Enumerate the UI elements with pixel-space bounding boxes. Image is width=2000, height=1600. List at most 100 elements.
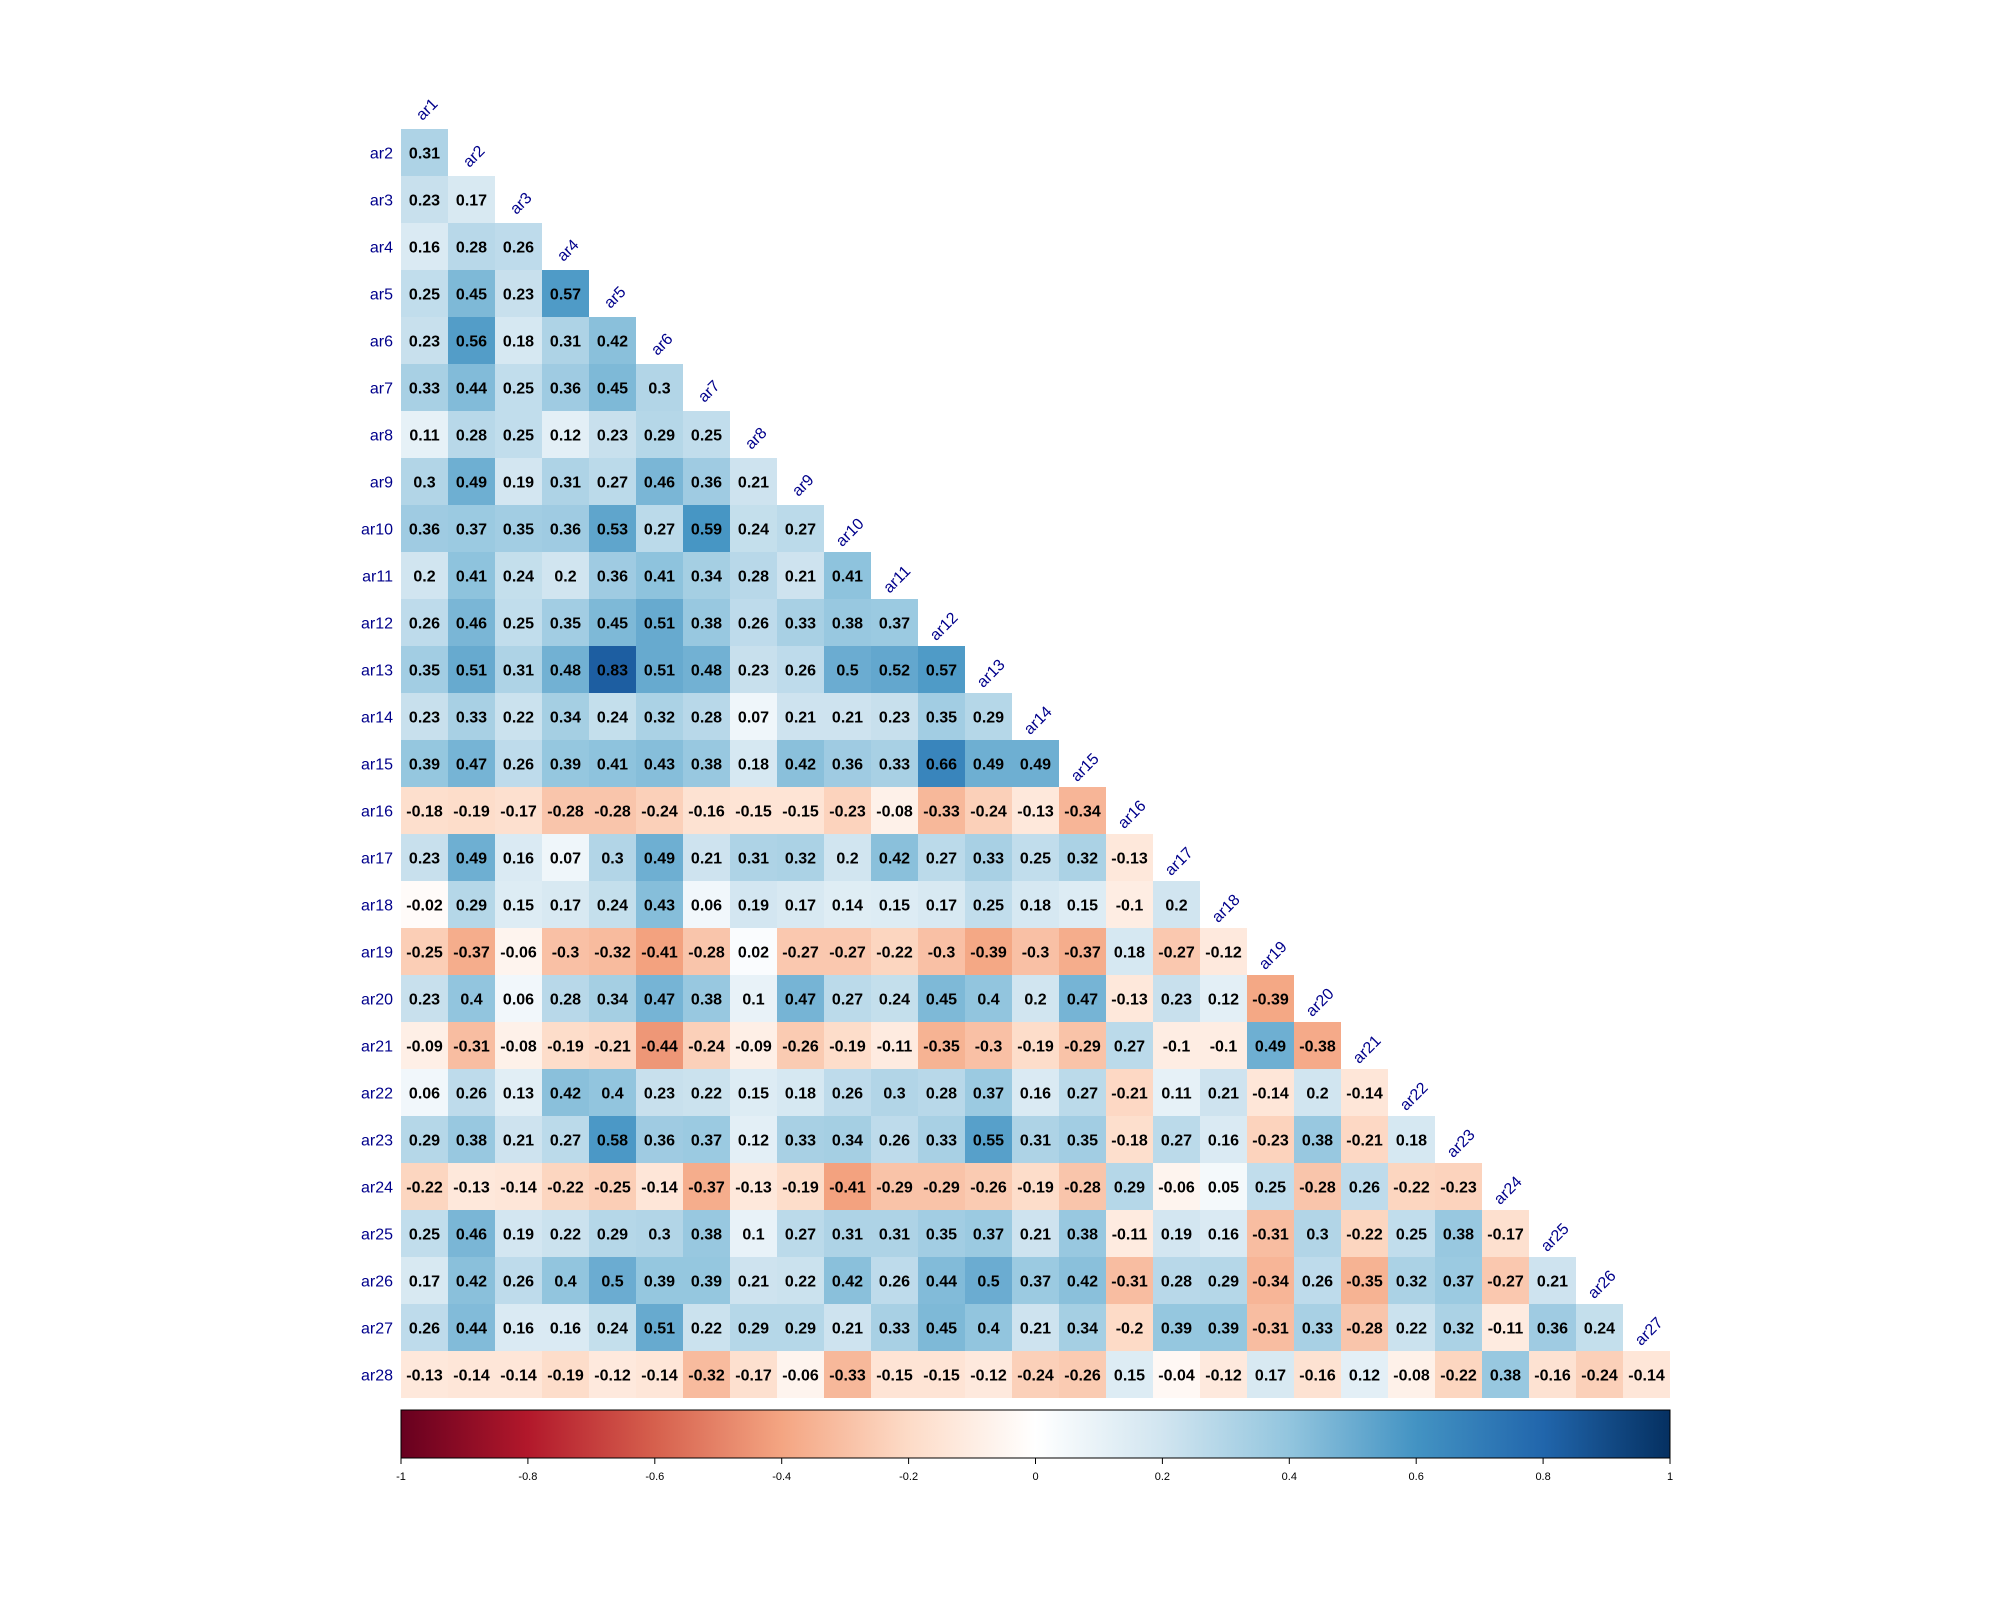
heatmap-cell bbox=[589, 1210, 636, 1257]
heatmap-cell bbox=[777, 975, 824, 1022]
cell-value-label: 0.25 bbox=[503, 381, 534, 398]
colorbar-ticks: -1 -0.8 -0.6 -0.4 -0.2 0 0.2 0.4 0.6 0.8 1 bbox=[396, 1458, 1673, 1483]
heatmap-cell bbox=[965, 1116, 1012, 1163]
heatmap-cell bbox=[683, 693, 730, 740]
colorbar-tick-label: 0.6 bbox=[1409, 1471, 1424, 1483]
heatmap-cell bbox=[1012, 787, 1059, 834]
heatmap-cell bbox=[965, 1304, 1012, 1351]
heatmap-cell bbox=[1059, 787, 1106, 834]
heatmap-cell bbox=[918, 787, 965, 834]
heatmap-cell bbox=[1106, 834, 1153, 881]
row-label: ar6 bbox=[370, 334, 393, 351]
heatmap-cell bbox=[1106, 1163, 1153, 1210]
cell-value-label: 0.51 bbox=[644, 616, 675, 633]
heatmap-cell bbox=[1153, 1116, 1200, 1163]
cell-value-label: 0.23 bbox=[409, 851, 440, 868]
cell-value-label: 0.26 bbox=[879, 1274, 910, 1291]
heatmap-cell bbox=[777, 1351, 824, 1398]
cell-value-label: -0.25 bbox=[594, 1180, 631, 1197]
cell-value-label: 0.23 bbox=[879, 710, 910, 727]
cell-value-label: 0.37 bbox=[879, 616, 910, 633]
cell-value-label: -0.14 bbox=[500, 1368, 537, 1385]
heatmap-cell bbox=[1059, 881, 1106, 928]
heatmap-cell bbox=[918, 1257, 965, 1304]
cell-value-label: -0.37 bbox=[688, 1180, 725, 1197]
heatmap-cell bbox=[1247, 1116, 1294, 1163]
cell-value-label: 0.27 bbox=[1067, 1086, 1098, 1103]
heatmap-cell bbox=[1059, 1022, 1106, 1069]
heatmap-cell bbox=[824, 1257, 871, 1304]
cell-value-label: -0.24 bbox=[1017, 1368, 1054, 1385]
cell-value-label: 0.49 bbox=[973, 757, 1004, 774]
cell-value-label: 0.17 bbox=[785, 898, 816, 915]
cell-value-label: 0.58 bbox=[597, 1133, 628, 1150]
cell-value-label: 0.32 bbox=[644, 710, 675, 727]
cell-value-label: -0.22 bbox=[876, 945, 913, 962]
cell-value-label: 0.31 bbox=[503, 663, 534, 680]
cell-value-label: -0.24 bbox=[688, 1039, 725, 1056]
cell-value-label: -0.35 bbox=[923, 1039, 960, 1056]
heatmap-cell bbox=[1106, 928, 1153, 975]
heatmap-cell bbox=[636, 1257, 683, 1304]
cell-value-label: 0.57 bbox=[926, 663, 957, 680]
heatmap-cell bbox=[1012, 1351, 1059, 1398]
heatmap-cell bbox=[1153, 1069, 1200, 1116]
cell-value-label: 0.06 bbox=[503, 992, 534, 1009]
cell-value-label: 0.43 bbox=[644, 757, 675, 774]
heatmap-cell bbox=[401, 1257, 448, 1304]
heatmap-cell bbox=[1200, 1257, 1247, 1304]
heatmap-cell bbox=[1012, 1069, 1059, 1116]
colorbar-tick-label: -0.4 bbox=[772, 1471, 791, 1483]
cell-value-label: -0.1 bbox=[1210, 1039, 1238, 1056]
cell-value-label: 0.27 bbox=[785, 1227, 816, 1244]
cell-value-label: 0.42 bbox=[879, 851, 910, 868]
heatmap-cell bbox=[730, 1351, 777, 1398]
cell-value-label: 0.21 bbox=[1208, 1086, 1239, 1103]
cell-value-label: 0.11 bbox=[1161, 1086, 1191, 1103]
heatmap-cell bbox=[401, 1304, 448, 1351]
heatmap-cell bbox=[448, 411, 495, 458]
cell-value-label: -0.3 bbox=[928, 945, 956, 962]
colorbar-tick-label: 0.4 bbox=[1282, 1471, 1297, 1483]
heatmap-cell bbox=[777, 505, 824, 552]
cell-value-label: 0.26 bbox=[503, 1274, 534, 1291]
cell-value-label: 0.21 bbox=[1020, 1321, 1051, 1338]
cell-value-label: 0.55 bbox=[973, 1133, 1004, 1150]
heatmap-cell bbox=[542, 740, 589, 787]
cell-value-label: 0.28 bbox=[1161, 1274, 1192, 1291]
cell-value-label: -0.39 bbox=[970, 945, 1007, 962]
heatmap-cell bbox=[965, 1163, 1012, 1210]
heatmap-cell bbox=[1247, 1304, 1294, 1351]
heatmap-cell bbox=[1341, 1304, 1388, 1351]
cell-value-label: 0.22 bbox=[503, 710, 534, 727]
cell-value-label: 0.35 bbox=[1067, 1133, 1098, 1150]
cell-value-label: -0.23 bbox=[1252, 1133, 1289, 1150]
row-label: ar12 bbox=[361, 616, 393, 633]
cell-value-label: 0.29 bbox=[597, 1227, 628, 1244]
cell-value-label: 0.2 bbox=[1165, 898, 1187, 915]
cell-value-label: 0.36 bbox=[597, 569, 628, 586]
cell-value-label: 0.31 bbox=[738, 851, 769, 868]
heatmap-cell bbox=[683, 881, 730, 928]
heatmap-cell bbox=[401, 270, 448, 317]
heatmap-cell bbox=[542, 1257, 589, 1304]
cell-value-label: -0.13 bbox=[1111, 851, 1148, 868]
heatmap-cell bbox=[636, 787, 683, 834]
heatmap-cell bbox=[589, 599, 636, 646]
heatmap-cell bbox=[401, 881, 448, 928]
cell-value-label: 0.28 bbox=[691, 710, 722, 727]
cell-value-label: 0.38 bbox=[1302, 1133, 1333, 1150]
heatmap-cell bbox=[448, 646, 495, 693]
heatmap-cell bbox=[871, 1022, 918, 1069]
cell-value-label: 0.21 bbox=[1537, 1274, 1568, 1291]
heatmap-cell bbox=[871, 646, 918, 693]
cell-value-label: 0.26 bbox=[503, 757, 534, 774]
row-label: ar22 bbox=[361, 1086, 393, 1103]
cell-value-label: 0.15 bbox=[738, 1086, 769, 1103]
heatmap-cell bbox=[1529, 1257, 1576, 1304]
heatmap-cell bbox=[683, 834, 730, 881]
heatmap-cell bbox=[1435, 1304, 1482, 1351]
heatmap-cell bbox=[683, 975, 730, 1022]
heatmap-cell bbox=[1247, 1022, 1294, 1069]
cell-value-label: 0.29 bbox=[785, 1321, 816, 1338]
